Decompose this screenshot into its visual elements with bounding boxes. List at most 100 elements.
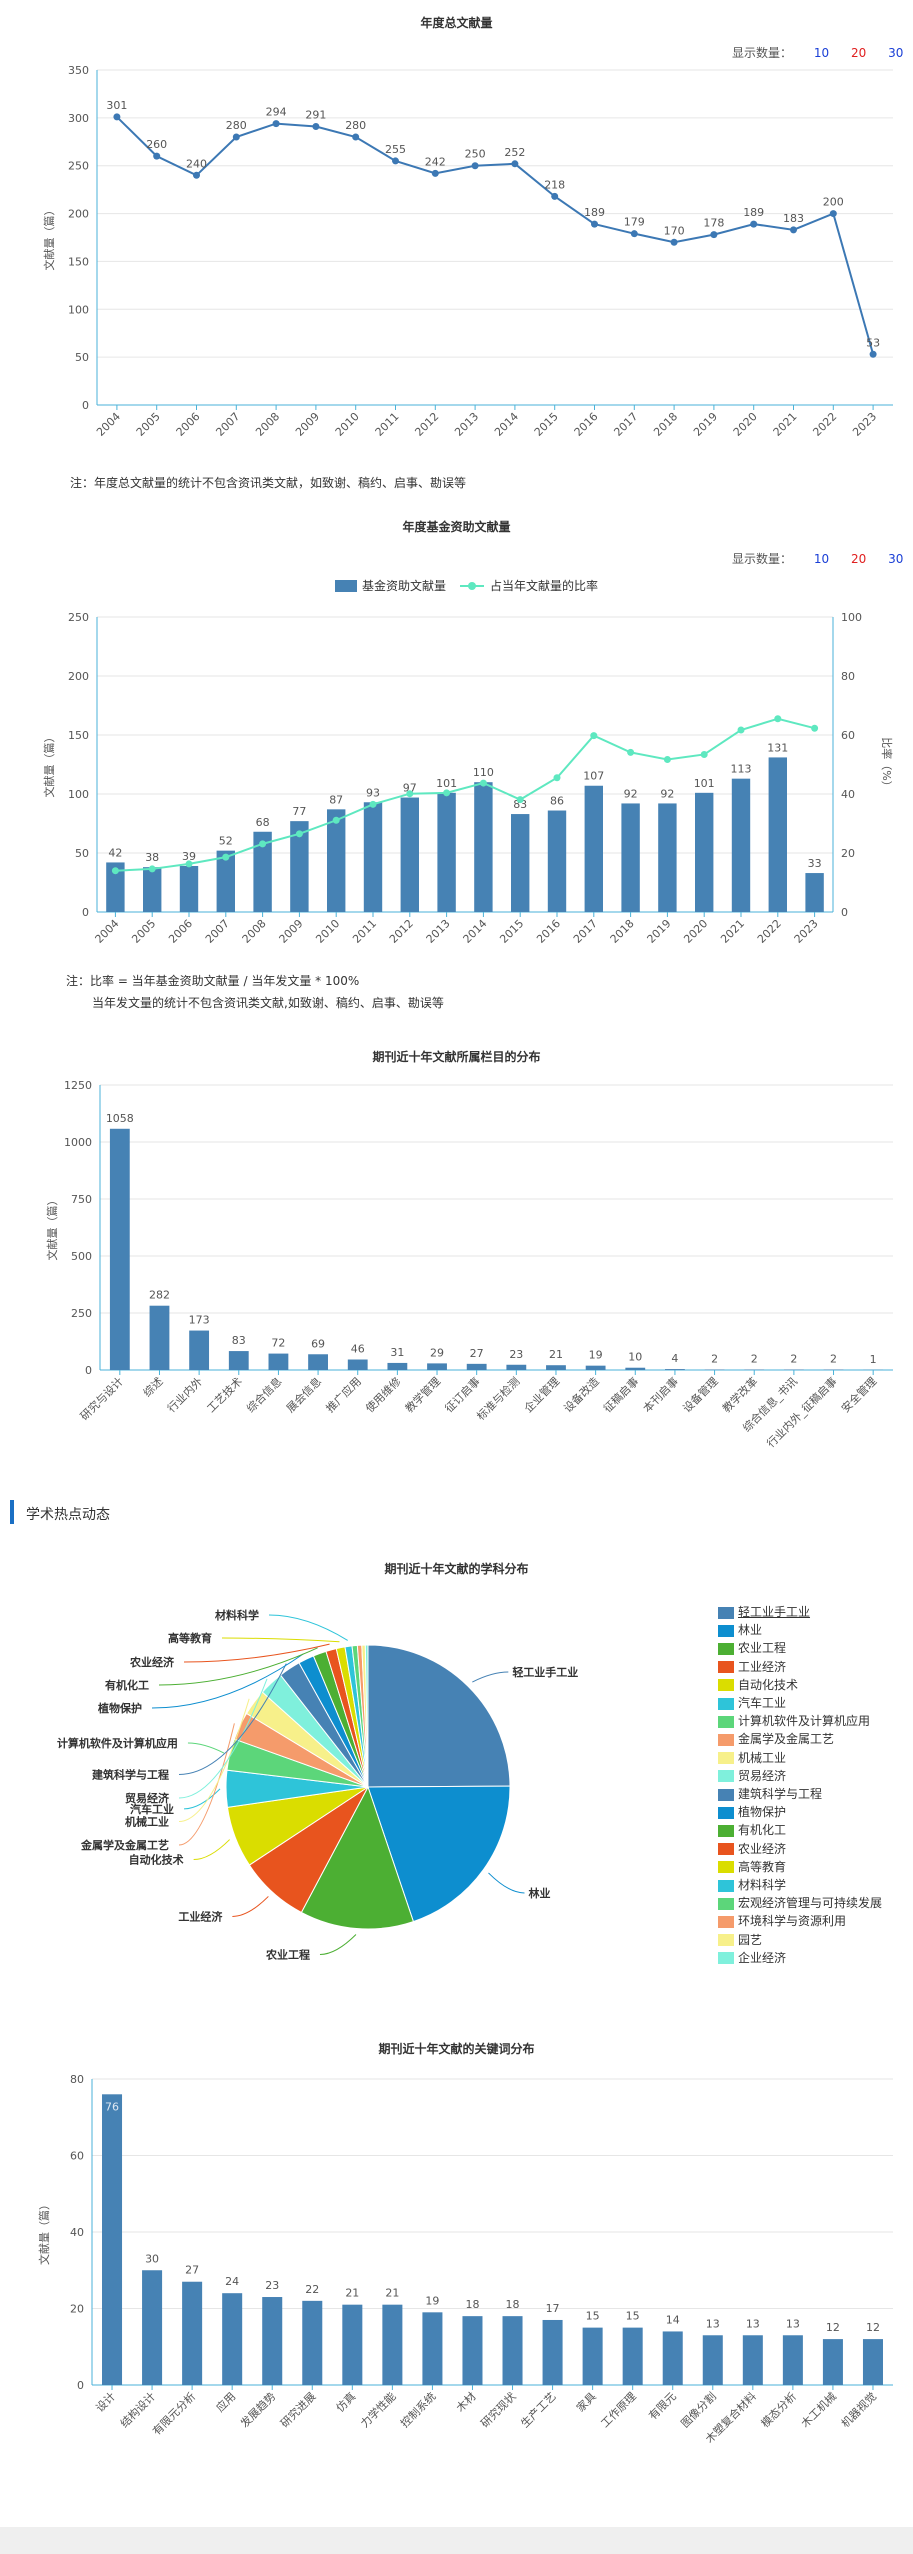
legend-item[interactable]: 贸易经济 xyxy=(718,1767,786,1785)
legend-item[interactable]: 计算机软件及计算机应用 xyxy=(718,1712,870,1730)
legend-item[interactable]: 汽车工业 xyxy=(718,1694,786,1712)
show-count-10[interactable]: 10 xyxy=(813,552,830,566)
pie-outside-label: 汽车工业 xyxy=(130,1802,174,1816)
x-tick-label: 2012 xyxy=(387,917,416,946)
bar-label: 13 xyxy=(706,2317,720,2330)
legend-item[interactable]: 企业经济 xyxy=(718,1949,786,1967)
legend-item[interactable]: 环境科学与资源利用 xyxy=(718,1912,846,1930)
show-count-20[interactable]: 20 xyxy=(850,46,867,60)
bar-label: 23 xyxy=(509,1348,523,1361)
keyword-chart-title: 期刊近十年文献的关键词分布 xyxy=(378,2042,535,2056)
legend-item[interactable]: 机械工业 xyxy=(718,1749,786,1767)
bar xyxy=(584,785,603,912)
y-right-tick-label: 80 xyxy=(841,670,855,683)
bar xyxy=(547,810,567,912)
bar-label: 30 xyxy=(145,2252,159,2265)
legend-item[interactable]: 农业工程 xyxy=(718,1639,786,1657)
show-count-20[interactable]: 20 xyxy=(850,552,867,566)
legend-item[interactable]: 工业经济 xyxy=(718,1658,786,1676)
x-tick-label: 2019 xyxy=(645,917,674,946)
x-tick-label: 综合信息 xyxy=(244,1374,285,1415)
bar-label: 52 xyxy=(219,835,233,848)
bar xyxy=(731,778,751,912)
ratio-point xyxy=(406,790,414,798)
bar-label: 18 xyxy=(465,2298,479,2311)
legend-item[interactable]: 宏观经济管理与可持续发展 xyxy=(718,1894,882,1912)
pie-outside-label: 工业经济 xyxy=(178,1909,223,1923)
legend-swatch xyxy=(718,1752,734,1765)
bar xyxy=(342,2304,363,2385)
show-count-10[interactable]: 10 xyxy=(813,46,830,60)
y-tick-label: 20 xyxy=(70,2303,84,2316)
legend-item[interactable]: 高等教育 xyxy=(718,1858,786,1876)
data-point xyxy=(591,220,598,228)
x-tick-label: 2020 xyxy=(681,917,710,946)
data-point xyxy=(750,220,758,228)
total-chart-title: 年度总文献量 xyxy=(420,16,493,30)
pie-slice xyxy=(364,1644,369,1788)
x-tick-label: 2017 xyxy=(611,410,640,439)
legend-item[interactable]: 农业经济 xyxy=(718,1840,786,1858)
section-accent-bar xyxy=(10,1500,14,1524)
legend-label: 机械工业 xyxy=(738,1750,787,1765)
pie-leader-line xyxy=(183,1643,330,1663)
legend-item[interactable]: 建筑科学与工程 xyxy=(718,1785,822,1803)
ratio-point xyxy=(332,816,340,824)
pie-slice xyxy=(367,1644,511,1788)
data-point xyxy=(551,192,559,200)
legend-swatch xyxy=(718,1879,734,1892)
legend-item[interactable]: 轻工业手工业 xyxy=(718,1603,810,1621)
bar xyxy=(253,831,272,912)
x-tick-label: 研究进展 xyxy=(277,2389,318,2430)
bar-label: 33 xyxy=(808,857,822,870)
legend-item[interactable]: 有机化工 xyxy=(718,1821,786,1839)
legend-item[interactable]: 自动化技术 xyxy=(718,1676,798,1694)
data-label: 301 xyxy=(106,99,127,112)
legend-label: 自动化技术 xyxy=(738,1677,799,1692)
legend-item[interactable]: 植物保护 xyxy=(718,1803,786,1821)
bar xyxy=(511,814,530,912)
x-tick-label: 安全管理 xyxy=(838,1374,879,1415)
fund-note-2: 当年发文量的统计不包含资讯类文献,如致谢、稿约、启事、勘误等 xyxy=(92,996,444,1010)
bar xyxy=(347,1359,368,1370)
x-tick-label: 力学性能 xyxy=(357,2389,398,2430)
legend-swatch xyxy=(718,1806,734,1819)
ratio-point xyxy=(259,840,267,848)
x-tick-label: 企业管理 xyxy=(521,1374,562,1415)
pie-leader-line xyxy=(184,1788,221,1810)
legend-item[interactable]: 金属学及金属工艺 xyxy=(718,1730,834,1748)
show-count-30[interactable]: 30 xyxy=(888,46,904,60)
legend-swatch xyxy=(718,1606,734,1619)
x-tick-label: 机器视觉 xyxy=(838,2389,879,2430)
bar xyxy=(625,1367,646,1370)
data-point xyxy=(232,133,240,141)
bar xyxy=(506,1364,527,1370)
ratio-point xyxy=(737,726,745,734)
x-tick-label: 2007 xyxy=(213,410,242,439)
y-tick-label: 750 xyxy=(71,1193,92,1206)
ratio-point xyxy=(222,853,230,861)
pie-outside-label: 材料科学 xyxy=(215,1608,259,1622)
x-tick-label: 2016 xyxy=(534,917,563,946)
y-tick-label: 50 xyxy=(75,351,89,364)
legend-item[interactable]: 林业 xyxy=(718,1621,762,1639)
legend-label: 农业工程 xyxy=(738,1641,787,1656)
subject-chart-title: 期刊近十年文献的学科分布 xyxy=(384,1562,529,1576)
y-tick-label: 0 xyxy=(85,1364,92,1377)
data-label: 291 xyxy=(305,108,326,121)
y-tick-label: 50 xyxy=(75,847,89,860)
x-tick-label: 木工机械 xyxy=(798,2389,839,2430)
legend-item[interactable]: 材料科学 xyxy=(718,1876,786,1894)
bar xyxy=(742,2335,763,2385)
data-label: 200 xyxy=(823,196,844,209)
bar-label: 21 xyxy=(549,1348,563,1361)
show-count-30[interactable]: 30 xyxy=(888,552,904,566)
data-point xyxy=(511,160,519,168)
legend-item[interactable]: 园艺 xyxy=(718,1931,762,1949)
legend-swatch xyxy=(718,1733,734,1746)
pie-slice xyxy=(367,1785,511,1923)
x-tick-label: 结构设计 xyxy=(117,2389,158,2430)
bar xyxy=(222,2293,243,2385)
x-tick-label: 使用维修 xyxy=(362,1374,403,1415)
